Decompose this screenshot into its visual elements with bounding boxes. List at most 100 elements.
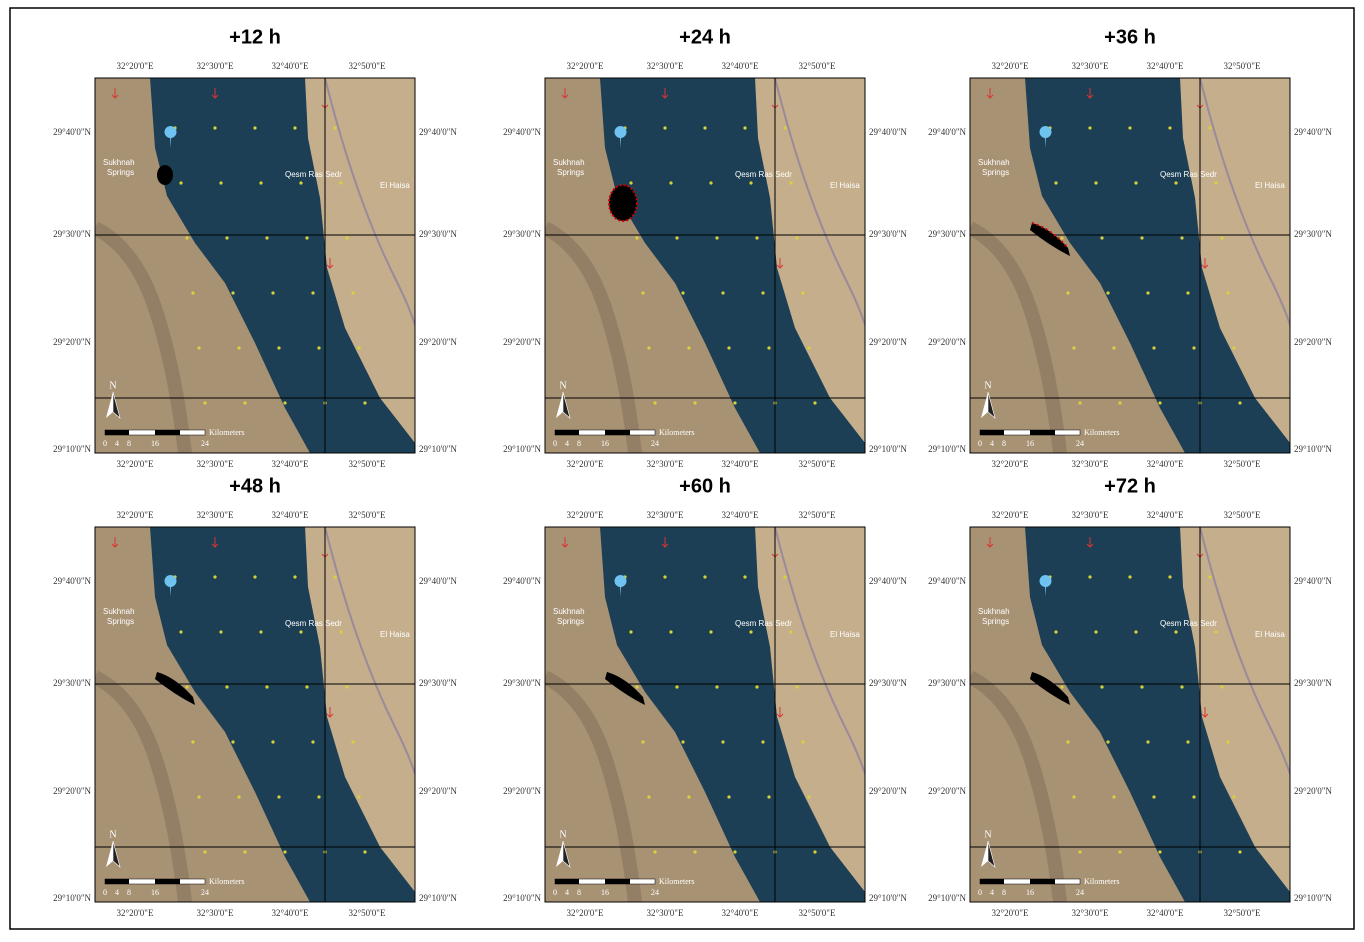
lon-label: 32°40'0"E: [722, 61, 759, 71]
current-arrow: [749, 181, 752, 184]
current-arrow: [1054, 181, 1057, 184]
place-label: Sukhnah: [978, 158, 1010, 167]
lat-label: 29°10'0"N: [928, 444, 966, 454]
current-arrow: [265, 685, 268, 688]
current-arrow: [1054, 630, 1057, 633]
current-arrow: [237, 795, 240, 798]
current-arrow: [259, 630, 262, 633]
current-arrow: [715, 236, 718, 239]
lat-label: 29°20'0"N: [503, 786, 541, 796]
current-arrow: [743, 126, 746, 129]
lon-label: 32°20'0"E: [567, 510, 604, 520]
place-label: Sukhnah: [553, 158, 585, 167]
map-body: SukhnahSpringsQesm Ras SedrEl HaisaN0481…: [545, 527, 872, 902]
current-arrow: [749, 630, 752, 633]
current-arrow: [1208, 126, 1211, 129]
current-arrow: [185, 685, 188, 688]
lon-label: 32°20'0"E: [567, 61, 604, 71]
lat-label: 29°20'0"N: [1294, 786, 1332, 796]
current-arrow: [1072, 346, 1075, 349]
scale-unit: Kilometers: [1084, 877, 1120, 886]
lat-label: 29°10'0"N: [1294, 893, 1332, 903]
lat-label: 29°40'0"N: [53, 127, 91, 137]
lat-label: 29°40'0"N: [419, 127, 457, 137]
scale-segment: [155, 879, 180, 884]
current-arrow: [629, 630, 632, 633]
place-label: Sukhnah: [103, 607, 135, 616]
lat-label: 29°10'0"N: [869, 893, 907, 903]
current-arrow: [641, 291, 644, 294]
place-label: El Haisa: [380, 181, 410, 190]
scale-segment: [105, 879, 117, 884]
lon-label: 32°40'0"E: [272, 61, 309, 71]
panel-title: +48 h: [229, 475, 281, 497]
scale-tick: 8: [577, 439, 581, 448]
current-arrow: [203, 401, 206, 404]
lon-label: 32°20'0"E: [117, 908, 154, 918]
current-arrow: [687, 346, 690, 349]
current-arrow: [277, 346, 280, 349]
lon-label: 32°30'0"E: [197, 61, 234, 71]
scale-segment: [117, 879, 129, 884]
current-arrow: [1134, 181, 1137, 184]
current-arrow: [231, 740, 234, 743]
north-label: N: [559, 380, 566, 391]
lon-label: 32°30'0"E: [197, 510, 234, 520]
lon-label: 32°40'0"E: [1147, 908, 1184, 918]
current-arrow: [1220, 685, 1223, 688]
current-arrow: [1112, 346, 1115, 349]
current-arrow: [1168, 126, 1171, 129]
current-arrow: [789, 181, 792, 184]
lat-label: 29°30'0"N: [928, 229, 966, 239]
current-arrow: [1214, 181, 1217, 184]
lon-label: 32°50'0"E: [1224, 510, 1261, 520]
current-arrow: [311, 291, 314, 294]
map-body: SukhnahSpringsQesm Ras SedrEl HaisaN0481…: [970, 527, 1297, 902]
current-arrow: [339, 630, 342, 633]
current-arrow: [259, 181, 262, 184]
oil-slick: [609, 185, 637, 221]
current-arrow: [669, 181, 672, 184]
current-arrow: [727, 795, 730, 798]
current-arrow: [635, 685, 638, 688]
place-label: Qesm Ras Sedr: [285, 170, 342, 179]
scale-tick: 0: [553, 888, 557, 897]
current-arrow: [693, 850, 696, 853]
current-arrow: [271, 291, 274, 294]
lon-label: 32°20'0"E: [567, 459, 604, 469]
scale-tick: 24: [651, 888, 659, 897]
lat-label: 29°30'0"N: [869, 678, 907, 688]
lat-label: 29°40'0"N: [928, 127, 966, 137]
lat-label: 29°20'0"N: [928, 337, 966, 347]
place-label: Sukhnah: [978, 607, 1010, 616]
lon-label: 32°50'0"E: [1224, 908, 1261, 918]
place-label: Qesm Ras Sedr: [735, 619, 792, 628]
north-label: N: [109, 380, 116, 391]
current-arrow: [727, 346, 730, 349]
current-arrow: [767, 795, 770, 798]
current-arrow: [795, 236, 798, 239]
scale-unit: Kilometers: [1084, 428, 1120, 437]
lat-label: 29°10'0"N: [53, 444, 91, 454]
place-label: Qesm Ras Sedr: [735, 170, 792, 179]
current-arrow: [709, 181, 712, 184]
lon-label: 32°20'0"E: [117, 61, 154, 71]
scale-tick: 24: [201, 888, 209, 897]
current-arrow: [1100, 685, 1103, 688]
map: SukhnahSpringsQesm Ras SedrEl HaisaN0481…: [95, 527, 422, 902]
current-arrow: [339, 181, 342, 184]
lat-label: 29°30'0"N: [928, 678, 966, 688]
current-arrow: [185, 236, 188, 239]
lon-label: 32°20'0"E: [567, 908, 604, 918]
lon-label: 32°50'0"E: [799, 510, 836, 520]
scale-segment: [567, 430, 579, 435]
scale-tick: 16: [601, 439, 609, 448]
lat-label: 29°20'0"N: [53, 786, 91, 796]
lon-label: 32°40'0"E: [722, 510, 759, 520]
current-arrow: [755, 685, 758, 688]
current-arrow: [653, 850, 656, 853]
current-arrow: [293, 575, 296, 578]
scale-tick: 8: [127, 888, 131, 897]
current-arrow: [783, 575, 786, 578]
current-arrow: [1078, 850, 1081, 853]
